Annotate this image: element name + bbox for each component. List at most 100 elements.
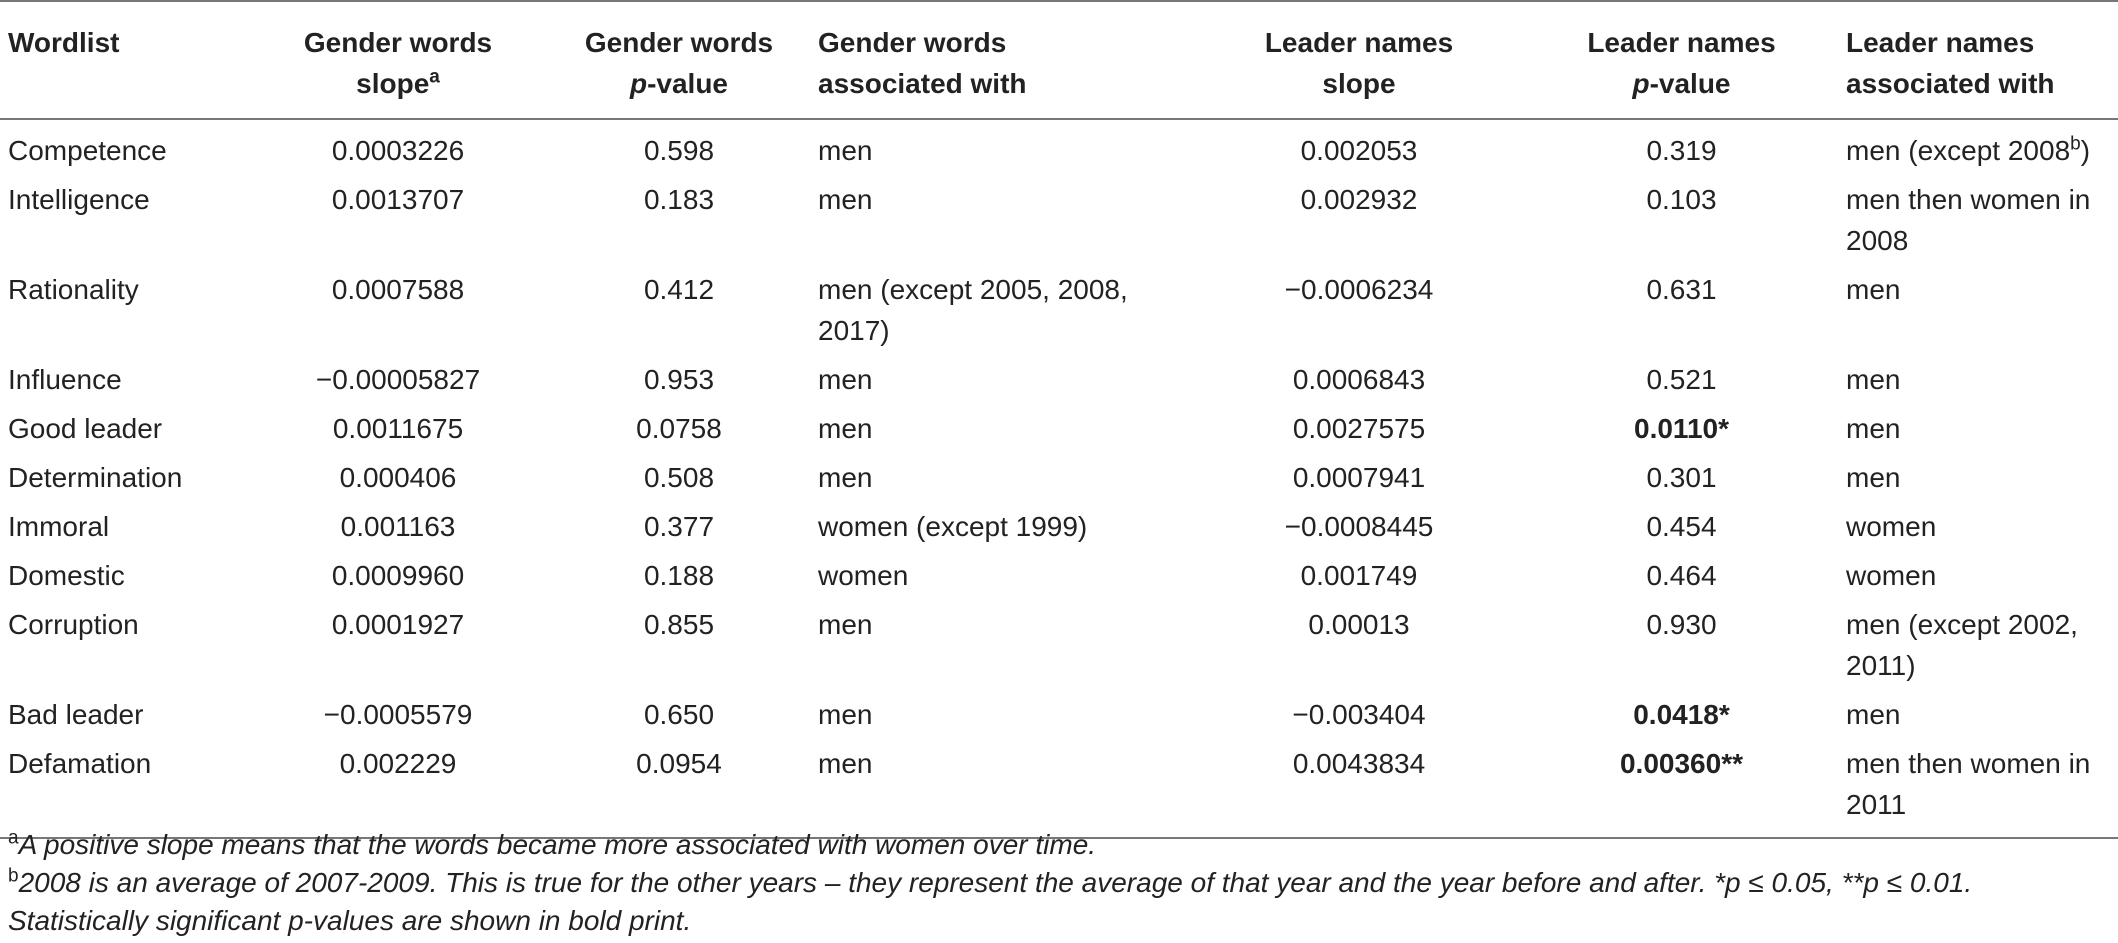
header-line-2: slopea	[256, 63, 540, 104]
leader-association-cell-text: men	[1846, 462, 1901, 493]
header-line-1: Gender words	[818, 27, 1007, 58]
wordlist-cell-text: Defamation	[8, 748, 152, 779]
gender-association-cell-text: men	[818, 413, 873, 444]
gender-slope-cell-text: −0.0005579	[323, 699, 473, 730]
gender-p-value-cell-text: 0.412	[643, 274, 715, 305]
wordlist-cell: Bad leader	[0, 692, 248, 741]
leader-association-cell: men	[1838, 692, 2118, 741]
leader-p-value-cell-text: 0.00360**	[1619, 748, 1743, 779]
leader-slope-cell-text: 0.0027575	[1292, 413, 1426, 444]
gender-p-value-cell: 0.412	[548, 267, 810, 357]
header-line-2: associated with	[818, 63, 1185, 104]
table-row: Domestic 0.0009960 0.188 women 0.001749 0.464…	[0, 553, 2118, 602]
leader-slope-cell-text: 0.0043834	[1292, 748, 1426, 779]
gender-association-cell-text: men	[818, 184, 873, 215]
gender-slope-cell-text: 0.0003226	[331, 135, 465, 166]
wordlist-cell: Intelligence	[0, 177, 248, 267]
footnote-marker: b	[8, 865, 19, 887]
header-row: Wordlist Gender words slopea Gender words p-…	[0, 1, 2118, 119]
gender-slope-cell: −0.0005579	[248, 692, 548, 741]
footnote-b: b2008 is an average of 2007-2009. This i…	[8, 864, 2114, 940]
leader-slope-cell: 0.0043834	[1193, 741, 1525, 838]
table-row: Determination 0.000406 0.508 men 0.0007941 0.…	[0, 455, 2118, 504]
gender-slope-cell: 0.001163	[248, 504, 548, 553]
gender-p-value-cell: 0.953	[548, 357, 810, 406]
gender-association-cell: men (except 2005, 2008, 2017)	[810, 267, 1193, 357]
gender-p-value-cell-text: 0.183	[643, 184, 715, 215]
leader-slope-cell: 0.0007941	[1193, 455, 1525, 504]
leader-association-cell-text: women	[1846, 560, 1937, 591]
gender-p-value-cell-text: 0.0954	[636, 748, 722, 779]
gender-slope-cell: 0.0007588	[248, 267, 548, 357]
gender-association-cell: women	[810, 553, 1193, 602]
gender-slope-cell-text: 0.002229	[339, 748, 457, 779]
wordlist-cell: Immoral	[0, 504, 248, 553]
leader-association-cell-text: men	[1846, 364, 1901, 395]
table-row: Bad leader −0.0005579 0.650 men −0.003404 0.0…	[0, 692, 2118, 741]
leader-p-value-cell-text: 0.631	[1646, 274, 1717, 305]
leader-slope-cell-text: 0.0007941	[1292, 462, 1426, 493]
gender-p-value-cell-text: 0.377	[643, 511, 715, 542]
header-line-2-text: slope	[356, 68, 430, 99]
leader-p-value-cell: 0.00360**	[1525, 741, 1838, 838]
footnote-marker: a	[429, 66, 440, 88]
gender-p-value-cell: 0.188	[548, 553, 810, 602]
gender-association-cell: men	[810, 602, 1193, 692]
wordlist-cell-text: Influence	[8, 364, 122, 395]
header-line-2-text: slope	[1322, 68, 1396, 99]
leader-association-cell: men	[1838, 406, 2118, 455]
gender-p-value-cell: 0.377	[548, 504, 810, 553]
gender-slope-cell-text: 0.0001927	[331, 609, 465, 640]
gender-p-value-cell: 0.0758	[548, 406, 810, 455]
gender-association-cell: men	[810, 357, 1193, 406]
footnote-marker: a	[8, 827, 19, 849]
gender-slope-cell-text: 0.0009960	[331, 560, 465, 591]
gender-slope-cell: 0.0009960	[248, 553, 548, 602]
gender-p-value-cell: 0.650	[548, 692, 810, 741]
leader-slope-cell: 0.002053	[1193, 119, 1525, 177]
gender-slope-cell-text: 0.0013707	[331, 184, 465, 215]
header-gender-words-slope: Gender words slopea	[248, 1, 548, 119]
leader-p-value-cell-text: 0.930	[1646, 609, 1717, 640]
wordlist-cell-text: Bad leader	[8, 699, 144, 730]
wordlist-cell: Defamation	[0, 741, 248, 838]
gender-association-cell: women (except 1999)	[810, 504, 1193, 553]
gender-association-cell: men	[810, 406, 1193, 455]
leader-slope-cell-text: 0.002932	[1300, 184, 1418, 215]
gender-association-cell-text: men	[818, 699, 873, 730]
wordlist-cell: Corruption	[0, 602, 248, 692]
leader-slope-cell: −0.003404	[1193, 692, 1525, 741]
header-line-2-text: associated with	[1846, 68, 2055, 99]
gender-association-cell-text: women (except 1999)	[818, 511, 1088, 542]
header-line-1: Leader names	[1264, 27, 1454, 58]
header-line-1: Wordlist	[8, 27, 120, 58]
leader-association-cell-text: women	[1846, 511, 1937, 542]
header-line-2: slope	[1201, 63, 1517, 104]
gender-association-cell-text: men	[818, 462, 873, 493]
header-line-1: Leader names	[1587, 27, 1776, 58]
table-header: Wordlist Gender words slopea Gender words p-…	[0, 1, 2118, 119]
leader-association-cell: men then women in 2011	[1838, 741, 2118, 838]
wordlist-cell-text: Good leader	[8, 413, 163, 444]
leader-p-value-cell: 0.301	[1525, 455, 1838, 504]
table-row: Intelligence 0.0013707 0.183 men 0.002932 0.1…	[0, 177, 2118, 267]
leader-p-value-cell: 0.319	[1525, 119, 1838, 177]
gender-slope-cell: 0.002229	[248, 741, 548, 838]
leader-slope-cell: 0.0027575	[1193, 406, 1525, 455]
leader-slope-cell-text: −0.0008445	[1284, 511, 1434, 542]
leader-association-cell: men (except 2002, 2011)	[1838, 602, 2118, 692]
wordlist-cell-text: Intelligence	[8, 184, 150, 215]
gender-p-value-cell-text: 0.0758	[636, 413, 722, 444]
table-row: Corruption 0.0001927 0.855 men 0.00013 0.930 m…	[0, 602, 2118, 692]
gender-slope-cell: −0.00005827	[248, 357, 548, 406]
gender-slope-cell-text: 0.000406	[339, 462, 457, 493]
leader-p-value-cell: 0.464	[1525, 553, 1838, 602]
leader-slope-cell-text: 0.00013	[1308, 609, 1410, 640]
leader-association-cell-text: men	[1846, 413, 1901, 444]
leader-p-value-cell-text: 0.0110*	[1634, 413, 1729, 444]
gender-p-value-cell-text: 0.508	[643, 462, 715, 493]
leader-slope-cell-text: 0.001749	[1300, 560, 1418, 591]
wordlist-cell-text: Immoral	[8, 511, 110, 542]
leader-p-value-cell-text: 0.319	[1646, 135, 1717, 166]
gender-association-cell-text: men	[818, 748, 873, 779]
